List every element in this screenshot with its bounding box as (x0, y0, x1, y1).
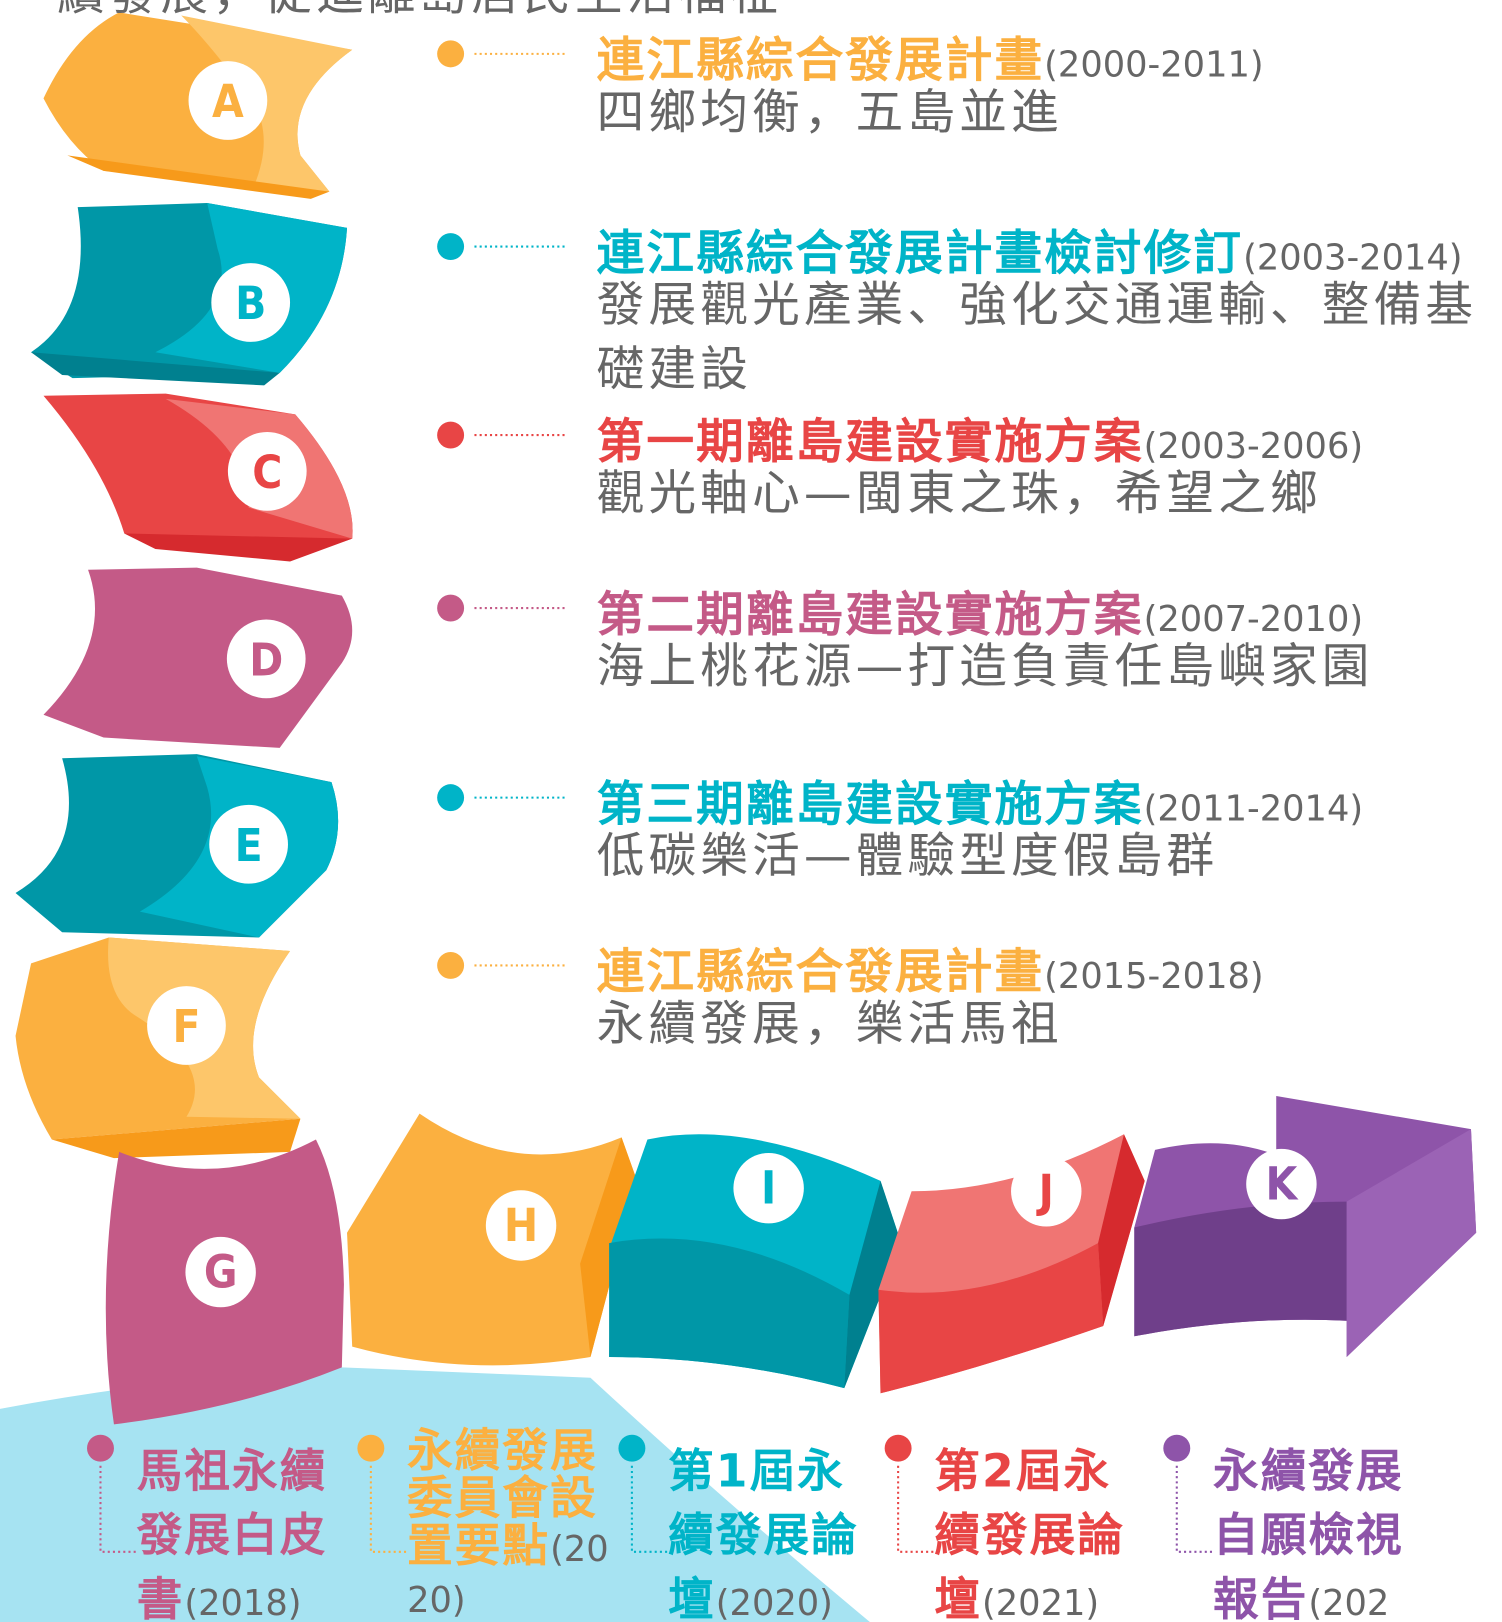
stage-title: 第2屆永續發展論壇 (934, 1445, 1125, 1622)
header-text: 續發展，促進離島居民生活福祉 (57, 0, 782, 25)
block-c-edge (124, 533, 353, 562)
letter: G (204, 1246, 238, 1299)
stage-label: 馬祖永續發展白皮書(2018) (137, 1440, 349, 1622)
dotted-leader (1175, 1465, 1214, 1553)
stage-label: 第1屆永續發展論壇(2020) (668, 1440, 880, 1622)
letter-circle (188, 61, 268, 140)
plan-description: 永續發展，樂活馬祖 (596, 995, 1063, 1052)
plan-name: 第一期離島建設實施方案 (596, 413, 1144, 470)
letter: B (235, 277, 266, 330)
bullet (87, 1434, 114, 1462)
letter: F (172, 1000, 200, 1053)
plan-description: 觀光軸心—閩東之珠，希望之鄉 (596, 465, 1322, 522)
letter-circle (1246, 1148, 1317, 1220)
dotted-leader (369, 1465, 408, 1553)
plan-years: (2000-2011) (1044, 44, 1264, 86)
block-f-edge (51, 1118, 301, 1159)
plan-years: (2003-2014) (1243, 237, 1463, 279)
stage-title: 馬祖永續發展白皮書 (136, 1445, 328, 1622)
plan-title: 連江縣綜合發展計畫(2015-2018) (597, 934, 1264, 1002)
letter: C (252, 446, 282, 499)
stage-years: (2021) (982, 1582, 1100, 1622)
letter-circle (211, 263, 291, 342)
block-k-side (1346, 1129, 1477, 1358)
letter-circle (185, 1236, 256, 1308)
letter-circle (226, 619, 306, 699)
block-j-front (878, 1243, 1104, 1394)
bullet (1163, 1434, 1191, 1462)
stage-title: 永續發展自願檢視報告 (1213, 1445, 1404, 1622)
block-i-side (844, 1180, 902, 1389)
stage-years: (2020) (407, 1528, 609, 1622)
block-d (43, 567, 353, 748)
bullet (437, 951, 465, 979)
plan-years: (2011-2014) (1143, 788, 1364, 830)
plan-description: 四鄉均衡，五島並進 (596, 83, 1063, 140)
plan-years: (2003-2006) (1143, 425, 1364, 468)
letter-circle (227, 431, 307, 511)
stage-title: 永續發展委員會設置要點 (407, 1424, 598, 1573)
block-a-edge (67, 155, 330, 199)
stage-label: 永續發展自願檢視報告(2021) (1213, 1440, 1425, 1622)
plan-years: (2007-2010) (1143, 598, 1364, 641)
block-k-front (1134, 1201, 1347, 1337)
block-h-side (580, 1137, 638, 1358)
bullet (357, 1434, 385, 1462)
plan-title: 連江縣綜合發展計畫(2000-2011) (597, 23, 1264, 91)
plan-name: 連江縣綜合發展計畫 (596, 943, 1045, 1000)
letter-circle (733, 1152, 804, 1224)
letter: E (235, 819, 263, 872)
dotted-leader (630, 1465, 669, 1553)
block-i-front (609, 1238, 850, 1389)
background-wave (0, 1367, 870, 1622)
bullet (884, 1434, 912, 1462)
stage-title: 第1屆永續發展論壇 (668, 1445, 859, 1622)
plan-title: 連江縣綜合發展計畫檢討修訂(2003-2014) (597, 215, 1463, 283)
stage-years: (2018) (184, 1582, 302, 1622)
dotted-leader (897, 1465, 935, 1553)
letter: H (504, 1199, 538, 1252)
plan-description: 發展觀光產業、強化交通運輸、整備基礎建設 (596, 276, 1478, 397)
plan-name: 第三期離島建設實施方案 (596, 775, 1144, 832)
bullet (437, 233, 465, 261)
plan-name: 連江縣綜合發展計畫檢討修訂 (596, 224, 1244, 281)
bullet (437, 421, 465, 449)
plan-name: 第二期離島建設實施方案 (596, 586, 1144, 643)
plan-title: 第一期離島建設實施方案(2003-2006) (597, 404, 1363, 472)
plan-name: 連江縣綜合發展計畫 (596, 32, 1045, 89)
bullet (437, 40, 465, 68)
letter: K (1266, 1158, 1300, 1211)
letter-circle (209, 804, 288, 884)
letter: J (1036, 1165, 1054, 1218)
block-b-edge (31, 352, 280, 386)
block-j-side (1098, 1134, 1145, 1326)
stage-label: 永續發展委員會設置要點(2020) (407, 1427, 625, 1622)
bullet (618, 1434, 646, 1462)
plan-title: 第二期離島建設實施方案(2007-2010) (597, 577, 1363, 645)
letter-circle (485, 1190, 557, 1261)
dotted-leader (99, 1465, 137, 1553)
plan-description: 海上桃花源—打造負責任島嶼家園 (596, 638, 1374, 695)
bullet (437, 594, 465, 622)
letter: A (212, 75, 244, 128)
letter-circle (1011, 1156, 1082, 1227)
plan-years: (2015-2018) (1044, 956, 1264, 998)
plan-description: 低碳樂活—體驗型度假島群 (596, 827, 1219, 884)
letter: D (249, 633, 283, 686)
plan-title: 第三期離島建設實施方案(2011-2014) (597, 767, 1363, 835)
stage-label: 第2屆永續發展論壇(2021) (934, 1440, 1146, 1622)
stage-years: (2021) (1308, 1582, 1390, 1622)
bullet (437, 784, 465, 812)
stage-years: (2020) (715, 1582, 833, 1622)
letter-circle (147, 986, 226, 1065)
letter: I (761, 1162, 776, 1215)
